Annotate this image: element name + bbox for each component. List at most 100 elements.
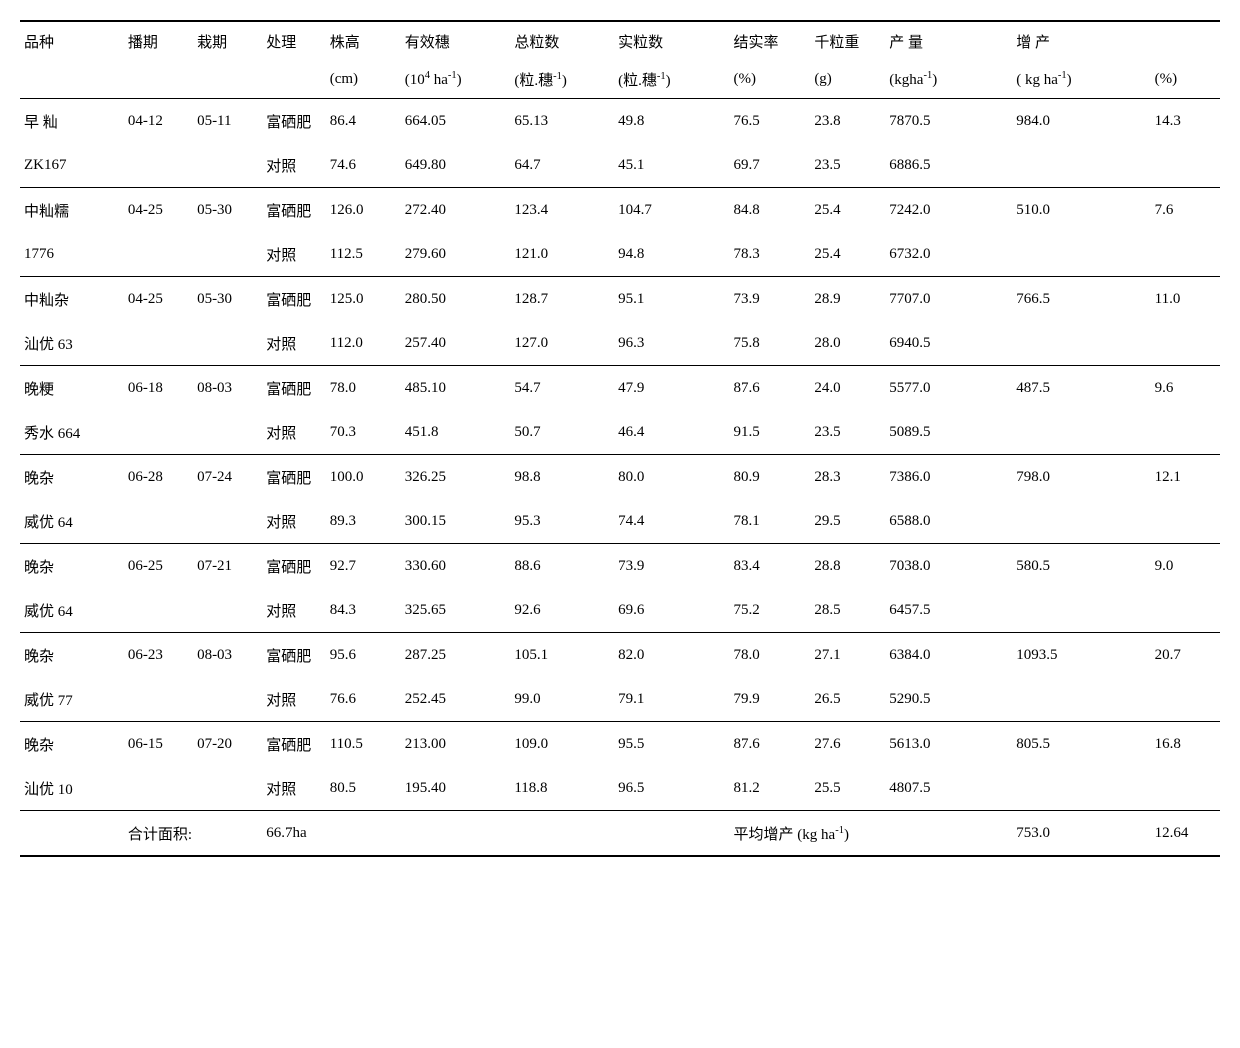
cell-total: 50.7 [510, 410, 614, 455]
cell-variety: 威优 77 [20, 677, 124, 722]
cell-height: 80.5 [326, 766, 401, 811]
cell-sow: 06-28 [124, 455, 193, 500]
cell-panicle: 272.40 [401, 188, 511, 233]
cell-filled: 80.0 [614, 455, 729, 500]
cell-trans [193, 321, 262, 366]
cell-variety: 1776 [20, 232, 124, 277]
cell-height: 112.5 [326, 232, 401, 277]
cell-panicle: 195.40 [401, 766, 511, 811]
cell-height: 125.0 [326, 277, 401, 322]
cell-height: 78.0 [326, 366, 401, 411]
table-row: 晚杂06-1507-20富硒肥110.5213.00109.095.587.62… [20, 722, 1220, 767]
cell-rate: 87.6 [730, 366, 811, 411]
cell-height: 112.0 [326, 321, 401, 366]
hdr-trans: 栽期 [193, 21, 262, 60]
cell-yield: 7707.0 [885, 277, 1012, 322]
cell-yield: 6384.0 [885, 633, 1012, 678]
cell-total: 121.0 [510, 232, 614, 277]
cell-weight: 28.8 [810, 544, 885, 589]
cell-weight: 23.5 [810, 410, 885, 455]
cell-trans: 08-03 [193, 633, 262, 678]
cell-trans [193, 588, 262, 633]
cell-panicle: 325.65 [401, 588, 511, 633]
cell-variety: 中籼杂 [20, 277, 124, 322]
cell-sow: 04-25 [124, 188, 193, 233]
table-row: 威优 64对照84.3325.6592.669.675.228.56457.5 [20, 588, 1220, 633]
cell-weight: 23.8 [810, 99, 885, 144]
cell-total: 65.13 [510, 99, 614, 144]
cell-sow: 06-25 [124, 544, 193, 589]
cell-yield: 7386.0 [885, 455, 1012, 500]
cell-variety: 中籼糯 [20, 188, 124, 233]
cell-treat: 对照 [262, 677, 325, 722]
cell-trans: 07-24 [193, 455, 262, 500]
cell-pct: 16.8 [1151, 722, 1220, 767]
table-row: 威优 77对照76.6252.4599.079.179.926.55290.5 [20, 677, 1220, 722]
cell-weight: 25.5 [810, 766, 885, 811]
cell-panicle: 279.60 [401, 232, 511, 277]
cell-rate: 81.2 [730, 766, 811, 811]
cell-yield: 7870.5 [885, 99, 1012, 144]
cell-trans [193, 410, 262, 455]
cell-variety: 晚杂 [20, 455, 124, 500]
cell-yield: 6588.0 [885, 499, 1012, 544]
cell-total: 92.6 [510, 588, 614, 633]
table-row: 汕优 63对照112.0257.40127.096.375.828.06940.… [20, 321, 1220, 366]
cell-height: 86.4 [326, 99, 401, 144]
cell-trans: 05-30 [193, 277, 262, 322]
cell-incr: 1093.5 [1012, 633, 1150, 678]
cell-trans [193, 677, 262, 722]
hdr-weight: 千粒重 [810, 21, 885, 60]
cell-height: 92.7 [326, 544, 401, 589]
table-row: 1776对照112.5279.60121.094.878.325.46732.0 [20, 232, 1220, 277]
cell-sow: 04-25 [124, 277, 193, 322]
cell-filled: 79.1 [614, 677, 729, 722]
cell-rate: 75.2 [730, 588, 811, 633]
cell-yield: 5613.0 [885, 722, 1012, 767]
cell-variety: 威优 64 [20, 499, 124, 544]
cell-filled: 96.5 [614, 766, 729, 811]
cell-treat: 富硒肥 [262, 544, 325, 589]
cell-panicle: 649.80 [401, 143, 511, 188]
cell-panicle: 664.05 [401, 99, 511, 144]
cell-variety: 秀水 664 [20, 410, 124, 455]
cell-filled: 49.8 [614, 99, 729, 144]
cell-incr: 487.5 [1012, 366, 1150, 411]
cell-variety: 早 籼 [20, 99, 124, 144]
cell-yield: 7242.0 [885, 188, 1012, 233]
cell-variety: ZK167 [20, 143, 124, 188]
cell-trans: 08-03 [193, 366, 262, 411]
cell-rate: 76.5 [730, 99, 811, 144]
cell-yield: 6457.5 [885, 588, 1012, 633]
cell-sow [124, 677, 193, 722]
cell-rate: 83.4 [730, 544, 811, 589]
cell-yield: 5577.0 [885, 366, 1012, 411]
cell-weight: 28.0 [810, 321, 885, 366]
cell-pct [1151, 232, 1220, 277]
cell-trans [193, 499, 262, 544]
cell-yield: 5290.5 [885, 677, 1012, 722]
cell-panicle: 451.8 [401, 410, 511, 455]
cell-total: 64.7 [510, 143, 614, 188]
unit-incr: ( kg ha-1) [1012, 60, 1150, 99]
cell-pct: 12.1 [1151, 455, 1220, 500]
cell-total: 118.8 [510, 766, 614, 811]
unit-panicle: (104 ha-1) [401, 60, 511, 99]
cell-sow [124, 410, 193, 455]
cell-yield: 6886.5 [885, 143, 1012, 188]
table-row: 晚杂06-2308-03富硒肥95.6287.25105.182.078.027… [20, 633, 1220, 678]
cell-variety: 晚杂 [20, 633, 124, 678]
hdr-panicle: 有效穗 [401, 21, 511, 60]
cell-pct [1151, 321, 1220, 366]
cell-total: 105.1 [510, 633, 614, 678]
cell-total: 128.7 [510, 277, 614, 322]
cell-total: 88.6 [510, 544, 614, 589]
cell-treat: 对照 [262, 766, 325, 811]
cell-pct: 7.6 [1151, 188, 1220, 233]
cell-incr [1012, 410, 1150, 455]
unit-rate: (%) [730, 60, 811, 99]
cell-treat: 对照 [262, 410, 325, 455]
cell-filled: 74.4 [614, 499, 729, 544]
cell-weight: 28.5 [810, 588, 885, 633]
cell-incr [1012, 766, 1150, 811]
